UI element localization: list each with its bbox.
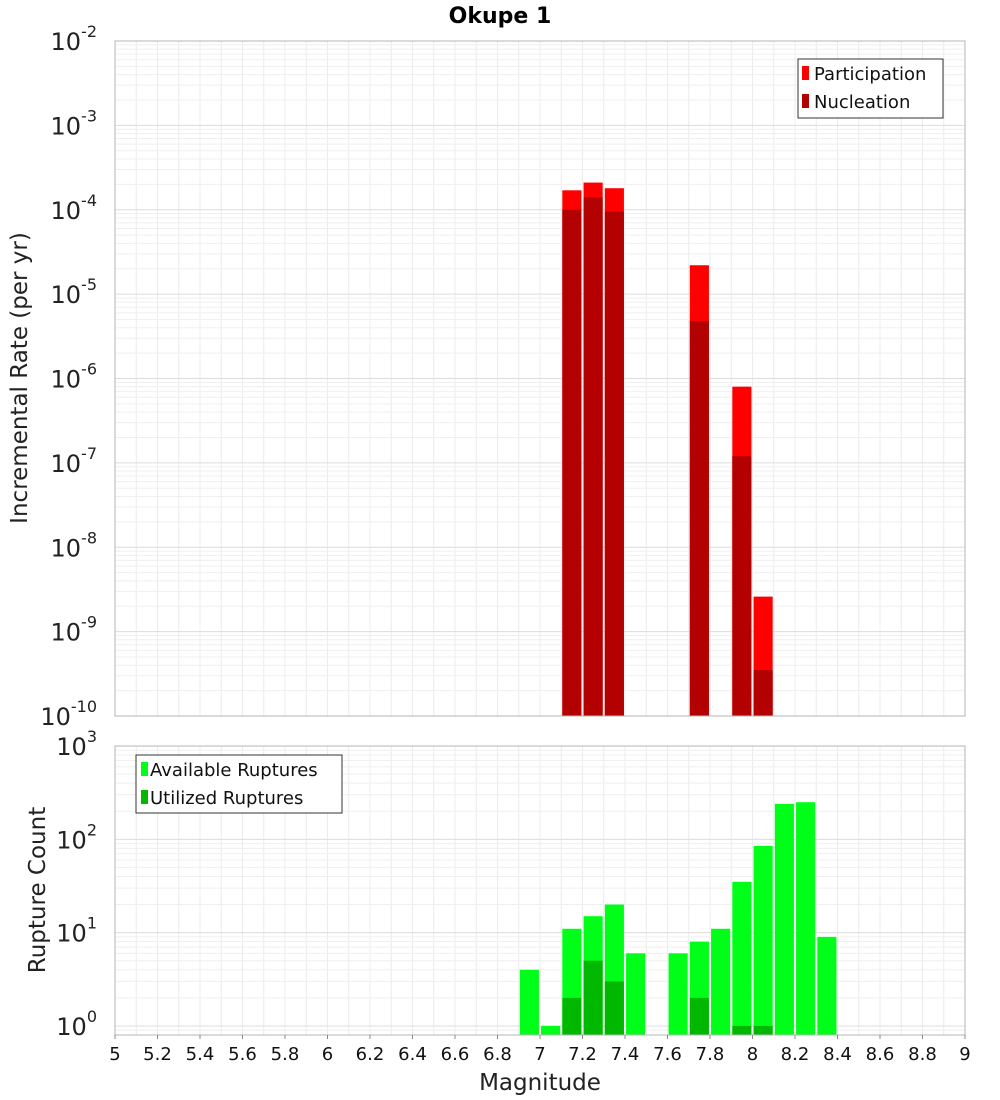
x-axis-ticks: 5 5.2 5.4 5.6 5.8 6 6.2 6.4 6.6 6.8 7 7.2 7.4 7.6 7.8 8… (109, 1035, 971, 1065)
bar-available-ruptures-6 (668, 953, 688, 1035)
x-tick-label: 7.6 (653, 1044, 682, 1065)
bottom-y-tick-label: 103 (56, 727, 97, 761)
bar-utilized-ruptures-2 (604, 981, 624, 1035)
x-tick-label: 5.4 (186, 1044, 215, 1065)
bottom-y-tick-label: 100 (56, 1007, 97, 1041)
bar-available-ruptures-5 (626, 953, 646, 1035)
x-tick-label: 6.2 (356, 1044, 385, 1065)
top-y-tick-label: 10-2 (51, 22, 98, 56)
top-plot-grid (115, 41, 965, 716)
legend-label-participation: Participation (814, 64, 926, 85)
x-tick-label: 8.6 (866, 1044, 895, 1065)
top-y-tick-label: 10-7 (51, 444, 98, 478)
bottom-y-axis-label: Rupture Count (25, 807, 51, 973)
legend-swatch-participation (802, 66, 809, 80)
bar-available-ruptures-0 (519, 969, 539, 1035)
bar-available-ruptures-8 (711, 928, 731, 1035)
x-tick-label: 5.2 (143, 1044, 172, 1065)
bar-available-ruptures-12 (796, 802, 816, 1035)
x-tick-label: 9 (959, 1044, 970, 1065)
x-tick-label: 7.2 (568, 1044, 597, 1065)
bar-nucleation-5 (753, 670, 773, 716)
top-y-tick-label: 10-3 (51, 106, 98, 140)
bar-available-ruptures-13 (817, 936, 837, 1035)
top-plot-bars (562, 182, 773, 717)
x-tick-label: 6.6 (441, 1044, 470, 1065)
bar-utilized-ruptures-3 (689, 997, 709, 1035)
x-tick-label: 7.8 (696, 1044, 725, 1065)
top-legend: Participation Nucleation (797, 58, 944, 119)
top-y-tick-label: 10-5 (51, 275, 98, 309)
x-tick-label: 5 (109, 1044, 120, 1065)
top-plot-frame (114, 40, 966, 717)
legend-label-utilized: Utilized Ruptures (150, 788, 303, 809)
top-y-tick-label: 10-4 (51, 191, 98, 225)
bar-available-ruptures-10 (753, 845, 773, 1035)
bottom-plot-bars (519, 802, 837, 1035)
legend-label-nucleation: Nucleation (814, 92, 910, 113)
x-tick-label: 8.2 (781, 1044, 810, 1065)
legend-swatch-nucleation (802, 94, 809, 108)
top-y-axis-ticks: 10-10 10-9 10-8 10-7 10-6 10-5 10-4 10-3 10-2 (40, 22, 97, 731)
bottom-legend: Available Ruptures Utilized Ruptures (135, 754, 343, 814)
bar-utilized-ruptures-0 (562, 997, 582, 1035)
top-y-axis-label: Incremental Rate (per yr) (7, 232, 33, 524)
bar-nucleation-1 (583, 197, 603, 717)
legend-swatch-available (141, 762, 148, 776)
x-axis-label: Magnitude (479, 1070, 601, 1096)
bar-nucleation-3 (689, 321, 709, 716)
x-tick-label: 6.8 (483, 1044, 512, 1065)
bar-available-ruptures-9 (732, 881, 752, 1035)
legend-label-available: Available Ruptures (150, 760, 318, 781)
x-tick-label: 6 (322, 1044, 333, 1065)
x-tick-label: 8.4 (823, 1044, 852, 1065)
x-tick-label: 8.8 (908, 1044, 937, 1065)
legend-swatch-utilized (141, 790, 148, 804)
bar-utilized-ruptures-4 (732, 1025, 752, 1035)
x-tick-label: 7.4 (611, 1044, 640, 1065)
x-tick-label: 5.6 (228, 1044, 257, 1065)
bar-nucleation-4 (732, 456, 752, 716)
bar-available-ruptures-1 (541, 1025, 561, 1035)
bar-nucleation-2 (604, 211, 624, 716)
top-y-tick-label: 10-9 (51, 613, 98, 647)
top-y-tick-label: 10-8 (51, 528, 98, 562)
bar-nucleation-0 (562, 209, 582, 716)
bottom-y-tick-label: 102 (56, 820, 97, 854)
top-y-tick-label: 10-10 (40, 697, 97, 731)
bottom-y-tick-label: 101 (56, 914, 97, 948)
bar-utilized-ruptures-5 (753, 1025, 773, 1035)
top-y-tick-label: 10-6 (51, 360, 98, 394)
bottom-y-axis-ticks: 100 101 102 103 (56, 727, 97, 1041)
bar-available-ruptures-11 (774, 803, 794, 1035)
x-tick-label: 7 (534, 1044, 545, 1065)
x-tick-label: 8 (747, 1044, 758, 1065)
bar-utilized-ruptures-1 (583, 960, 603, 1035)
x-tick-label: 5.8 (271, 1044, 300, 1065)
chart-title: Okupe 1 (449, 4, 552, 29)
x-tick-label: 6.4 (398, 1044, 427, 1065)
